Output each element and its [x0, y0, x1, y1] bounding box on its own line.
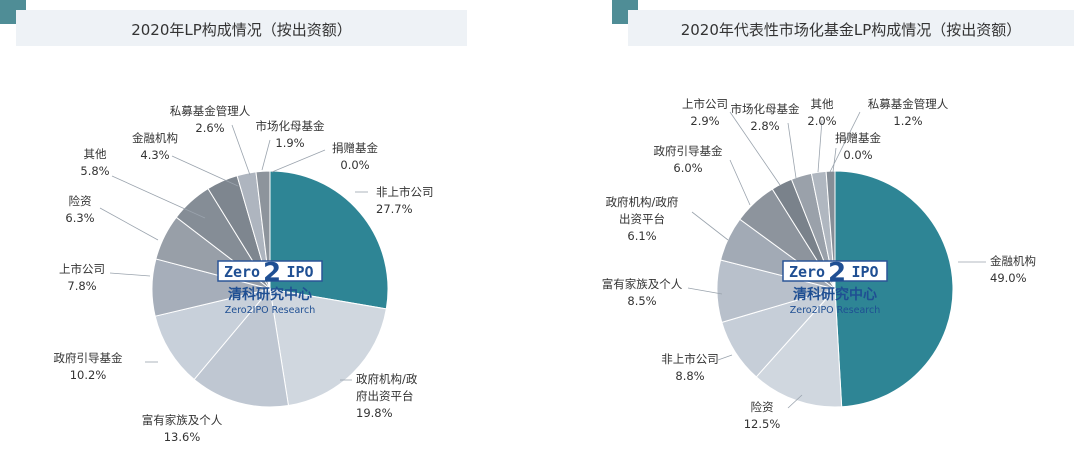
logo-text-number: 2: [828, 258, 846, 288]
slice-value: 1.2%: [893, 114, 922, 128]
chart-panel-market-fund-lp: 2020年代表性市场化基金LP构成情况（按出资额） Zero 2 IPO 清科研究中心…: [540, 0, 1080, 458]
leader-line: [829, 111, 861, 173]
slice-value: 2.8%: [750, 119, 779, 133]
zero2ipo-watermark-logo: Zero 2 IPO 清科研究中心 Zero2IPO Research: [782, 258, 888, 316]
leader-line: [729, 111, 781, 186]
slice-value: 7.8%: [67, 279, 96, 293]
leader-line: [111, 175, 206, 219]
logo-text-number: 2: [263, 258, 281, 288]
leader-line: [271, 149, 326, 173]
pie-slice: [193, 287, 290, 408]
leader-line: [109, 272, 151, 277]
slice-label: 其他 5.8%: [80, 147, 109, 178]
slice-label: 险资 12.5%: [744, 400, 781, 431]
chart-title: 2020年代表性市场化基金LP构成情况（按出资额）: [680, 21, 1022, 39]
leader-line: [691, 211, 729, 241]
slice-value: 10.2%: [70, 368, 107, 382]
slice-label: 上市公司 7.8%: [59, 262, 105, 293]
logo-english-name: Zero2IPO Research: [790, 305, 881, 316]
slice-value: 49.0%: [990, 271, 1027, 285]
leader-line: [787, 122, 797, 179]
slice-value: 2.0%: [807, 114, 836, 128]
slice-value: 6.3%: [65, 211, 94, 225]
slice-labels: 金融机构 49.0% 险资 12.5% 非上市公司 8.8% 富有家族及个人 8.5% 政府机构…: [602, 97, 1036, 431]
chart-title: 2020年LP构成情况（按出资额）: [131, 21, 352, 39]
slice-label: 非上市公司 27.7%: [376, 185, 434, 216]
slice-label: 私募基金管理人 1.2%: [868, 97, 949, 128]
slice-value: 4.3%: [140, 148, 169, 162]
slice-label: 金融机构 49.0%: [990, 254, 1036, 285]
logo-text-right: IPO: [851, 263, 878, 281]
slice-label: 捐赠基金 0.0%: [835, 131, 881, 162]
pie-slice: [269, 288, 387, 407]
slice-value: 0.0%: [340, 158, 369, 172]
slice-value: 27.7%: [376, 202, 413, 216]
slice-value: 13.6%: [164, 430, 201, 444]
logo-english-name: Zero2IPO Research: [225, 305, 316, 316]
slice-label: 富有家族及个人 13.6%: [142, 413, 223, 444]
leader-line: [832, 147, 837, 173]
logo-text-left: Zero: [224, 263, 260, 281]
slice-value: 2.6%: [195, 121, 224, 135]
zero2ipo-watermark-logo: Zero 2 IPO 清科研究中心 Zero2IPO Research: [217, 258, 323, 316]
slice-label: 政府机构/政府出资平台 19.8%: [356, 372, 418, 420]
slice-value: 6.0%: [673, 161, 702, 175]
leader-line: [787, 394, 803, 409]
slice-label: 捐赠基金 0.0%: [332, 141, 378, 172]
slice-label: 其他 2.0%: [807, 97, 836, 128]
slice-value: 1.9%: [275, 136, 304, 150]
leader-line: [231, 124, 251, 176]
slice-label: 险资 6.3%: [65, 194, 94, 225]
leader-line: [261, 139, 271, 171]
logo-frame: [217, 260, 323, 282]
leader-line: [171, 155, 239, 187]
slice-label: 金融机构 4.3%: [132, 131, 178, 162]
slice-value: 8.8%: [675, 369, 704, 383]
slice-label: 政府引导基金 10.2%: [54, 351, 123, 382]
chart-title-bar: 2020年LP构成情况（按出资额）: [16, 10, 467, 46]
leader-line: [99, 207, 159, 241]
logo-text-left: Zero: [789, 263, 825, 281]
slice-value: 5.8%: [80, 164, 109, 178]
logo-text-right: IPO: [286, 263, 313, 281]
slice-labels: 非上市公司 27.7% 政府机构/政府出资平台 19.8% 富有家族及个人 13.6% 政府…: [54, 104, 434, 444]
slice-value: 8.5%: [627, 294, 656, 308]
chart-title-bar: 2020年代表性市场化基金LP构成情况（按出资额）: [628, 10, 1074, 46]
slice-label: 市场化母基金 1.9%: [256, 119, 325, 150]
slice-value: 12.5%: [744, 417, 781, 431]
pie-slice: [154, 288, 272, 381]
slice-label: 非上市公司 8.8%: [661, 352, 719, 383]
leader-line: [717, 354, 733, 361]
leader-line: [817, 119, 823, 173]
slice-label: 政府机构/政府出资平台 6.1%: [606, 195, 679, 243]
slice-label: 富有家族及个人 8.5%: [602, 277, 683, 308]
slice-label: 私募基金管理人 2.6%: [170, 104, 251, 135]
slice-value: 19.8%: [356, 406, 393, 420]
slice-value: 2.9%: [690, 114, 719, 128]
chart-panel-lp-composition: 2020年LP构成情况（按出资额） Zero 2 IPO 清科研究中心 Zero2IPO…: [0, 0, 467, 444]
logo-chinese-name: 清科研究中心: [228, 286, 312, 303]
leader-line: [687, 287, 723, 295]
slice-label: 政府引导基金 6.0%: [654, 144, 723, 175]
slice-label: 上市公司 2.9%: [682, 97, 728, 128]
logo-frame: [782, 260, 888, 282]
slice-label: 市场化母基金 2.8%: [731, 102, 800, 133]
leader-line: [729, 159, 751, 206]
slice-value: 6.1%: [627, 229, 656, 243]
logo-chinese-name: 清科研究中心: [793, 286, 877, 303]
pie-slice: [255, 170, 271, 290]
pie-slice: [834, 170, 954, 408]
slice-value: 0.0%: [843, 148, 872, 162]
